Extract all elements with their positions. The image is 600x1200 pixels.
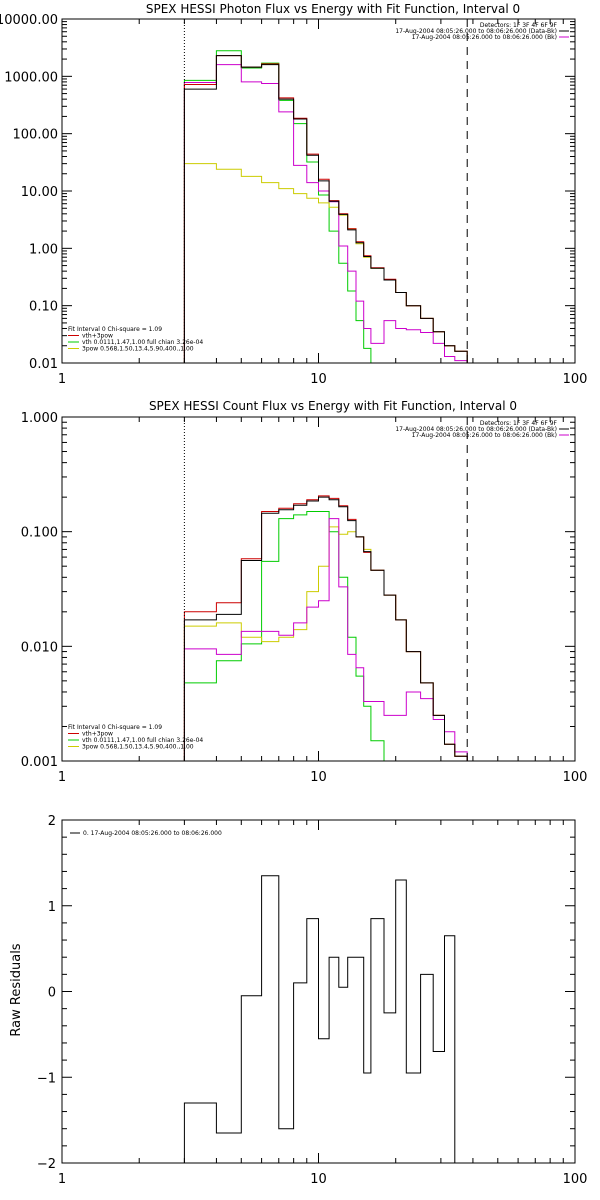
x-tick-label: 1 (58, 372, 66, 387)
legend-tr-text: 17-Aug-2004 08:05:26.000 to 08:06:26.000… (412, 34, 557, 41)
series-line-3 (183, 163, 468, 363)
x-tick-label: 10 (310, 372, 327, 387)
legend-tr-text: 17-Aug-2004 08:05:26.000 to 08:06:26.000… (395, 426, 557, 433)
legend-bl-text: Fit Interval 0 Chi-square = 1.09 (68, 724, 162, 731)
y-tick-label: 0.001 (21, 755, 58, 770)
y-tick-label: −1 (37, 1071, 56, 1086)
series-line-4 (183, 518, 479, 762)
x-tick-label: 10 (310, 1172, 327, 1187)
legend-bl-text: vth 0.0111,1.47,1.00 full chian 3.26e-04 (82, 737, 203, 744)
y-tick-label: 1 (48, 900, 56, 915)
panel-count-flux: SPEX HESSI Count Flux vs Energy with Fit… (21, 399, 588, 785)
series-line-4 (183, 64, 468, 363)
legend-bl-text: vth+3pow (82, 333, 113, 340)
residuals-y-axis-label: Raw Residuals (9, 943, 24, 1036)
count-chart-title: SPEX HESSI Count Flux vs Energy with Fit… (149, 399, 517, 413)
y-tick-label: 1.00 (29, 242, 58, 257)
x-tick-label: 100 (563, 1172, 588, 1187)
count-series-group (183, 495, 479, 762)
count-axes-group (61, 416, 576, 762)
series-line-2 (183, 50, 407, 364)
residuals-axes-group (61, 819, 576, 1164)
legend-bl-text: 3pow 0.568,1.50,13.4,5.90,400.,1.00 (82, 744, 194, 751)
y-tick-label: 1.000 (21, 411, 58, 426)
photon-series-group (183, 50, 468, 364)
photon-chart-title: SPEX HESSI Photon Flux vs Energy with Fi… (146, 2, 520, 16)
legend-text: 0. 17-Aug-2004 08:05:26.000 to 08:06:26.… (83, 830, 222, 837)
legend-bl-text: 3pow 0.568,1.50,13.4,5.90,400.,1.00 (82, 346, 194, 353)
y-tick-label: 0.010 (21, 640, 58, 655)
legend-tr-text: Detectors: 1F 3F 4F 6F 9F (480, 22, 558, 29)
series-line-1 (183, 55, 468, 363)
series-line-2 (183, 511, 407, 762)
legend-tr-text: 17-Aug-2004 08:05:26.000 to 08:06:26.000… (395, 28, 557, 35)
residuals-legend: 0. 17-Aug-2004 08:05:26.000 to 08:06:26.… (70, 830, 222, 837)
legend-tr-text: 17-Aug-2004 08:05:26.000 to 08:06:26.000… (412, 432, 557, 439)
legend-bl-text: vth 0.0111,1.47,1.00 full chian 3.26e-04 (82, 339, 203, 346)
y-tick-label: 10.00 (21, 185, 58, 200)
series-line-0 (183, 875, 456, 1163)
photon-legend-bottom-left: Fit Interval 0 Chi-square = 1.09vth+3pow… (68, 326, 203, 353)
panel-photon-flux: SPEX HESSI Photon Flux vs Energy with Fi… (0, 2, 587, 387)
y-tick-label: 10000.00 (0, 13, 58, 28)
legend-bl-text: vth+3pow (82, 731, 113, 738)
x-tick-label: 100 (563, 770, 588, 785)
legend-tr-text: Detectors: 1F 3F 4F 6F 9F (480, 420, 558, 427)
series-line-0 (183, 55, 468, 363)
y-tick-label: 0.100 (21, 526, 58, 541)
y-tick-label: 0 (48, 986, 56, 1001)
y-tick-label: 2 (48, 814, 56, 829)
residuals-series-group (183, 875, 456, 1163)
x-tick-label: 1 (58, 770, 66, 785)
y-tick-label: −2 (37, 1157, 56, 1172)
series-line-1 (183, 495, 479, 762)
photon-ticklabels-group: 1 10 100 10000.00 1000.00 100.00 10.00 1.00 0.10… (0, 13, 587, 387)
y-tick-label: 0.01 (29, 357, 58, 372)
y-tick-label: 100.00 (13, 128, 59, 143)
legend-bl-text: Fit Interval 0 Chi-square = 1.09 (68, 326, 162, 333)
series-line-3 (183, 526, 479, 762)
count-ticklabels-group: 1 10 100 1.000 0.100 0.010 0.001 (21, 411, 588, 785)
series-line-0 (183, 496, 479, 762)
x-tick-label: 100 (563, 372, 588, 387)
y-tick-label: 0.10 (29, 300, 58, 315)
y-tick-label: 1000.00 (4, 70, 58, 85)
x-tick-label: 10 (310, 770, 327, 785)
count-legend-bottom-left: Fit Interval 0 Chi-square = 1.09vth+3pow… (68, 724, 203, 751)
photon-axes-group (61, 18, 576, 364)
x-tick-label: 1 (58, 1172, 66, 1187)
